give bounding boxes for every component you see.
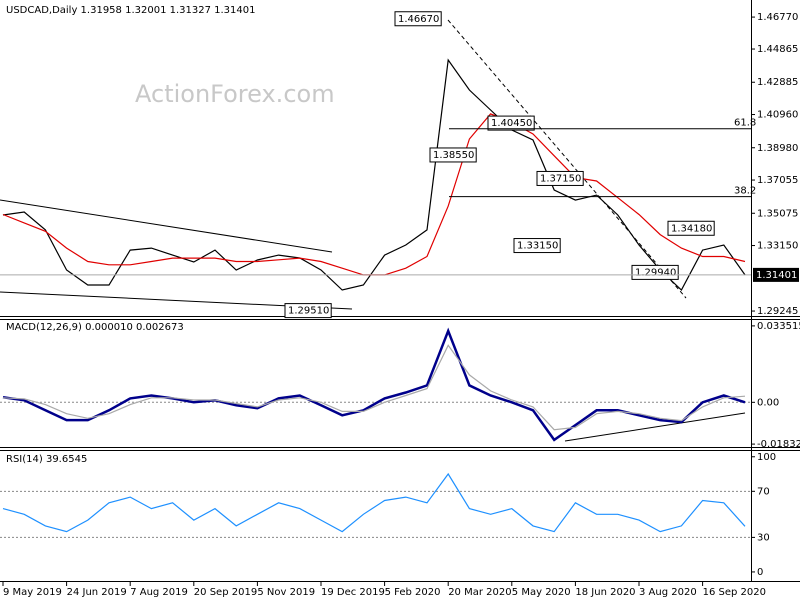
watermark: ActionForex.com [135,80,335,108]
x-tick-label: 20 Sep 2019 [194,587,257,598]
x-tick-label: 19 Dec 2019 [321,587,385,598]
chart-title: USDCAD,Daily 1.31958 1.32001 1.31327 1.3… [6,5,256,16]
annotation-box [429,147,477,163]
annotation-label: 1.34180 [671,223,712,234]
last-price-tag [753,267,799,282]
x-tick-label: 18 Jun 2020 [575,587,635,598]
series-line [2,58,746,291]
macd-title: MACD(12,26,9) 0.000010 0.002673 [6,322,184,333]
y-tick-label: 1.40960 [757,110,798,121]
annotation-label: 1.29940 [635,267,676,278]
frame [0,0,800,582]
y-tick-label: 1.46770 [757,12,798,23]
x-tick-label: 9 May 2019 [3,587,62,598]
annotation-box [667,220,715,236]
annotation-label: 1.46670 [398,14,439,25]
annotation-label: 1.29510 [288,306,329,317]
x-tick-label: 24 Jun 2019 [67,587,127,598]
x-tick-label: 16 Sep 2020 [703,587,766,598]
annotation-box [631,264,679,280]
y-tick-label: 1.35075 [757,208,798,219]
annotation-box [536,170,584,186]
series-line [2,344,746,431]
y-tick-label: 1.44865 [757,44,798,55]
y-tick-label: 1.37055 [757,175,798,186]
fib-label: 61.8 [734,118,756,129]
y-tick-label: 0.033515 [757,321,800,332]
y-tick-label: 1.38980 [757,143,798,154]
annotation-label: 1.33150 [517,241,558,252]
y-tick-label: 0.00 [757,397,779,408]
annotation-label: 1.37150 [540,173,581,184]
rsi-title: RSI(14) 39.6545 [6,454,87,465]
series-line [2,327,746,442]
y-tick-label: 1.42885 [757,77,798,88]
annotation-box [513,238,561,254]
annotation-box [394,11,442,27]
x-tick-label: 5 Feb 2020 [385,587,441,598]
x-tick-label: 5 May 2020 [512,587,571,598]
annotation-label: 1.38550 [433,150,474,161]
y-tick-label: 100 [757,452,776,463]
series-line [2,472,746,533]
x-tick-label: 3 Aug 2020 [639,587,697,598]
x-tick-label: 5 Nov 2019 [257,587,315,598]
x-tick-label: 7 Aug 2019 [130,587,188,598]
last-price-label: 1.31401 [756,270,797,281]
annotation-box [284,303,332,319]
y-tick-label: 1.33150 [757,241,798,252]
fib-label: 38.2 [734,186,756,197]
annotation-box [487,115,535,131]
y-tick-label: 70 [757,486,770,497]
y-tick-label: 0 [757,567,763,578]
y-tick-label: 1.29245 [757,306,798,317]
y-tick-label: 30 [757,532,770,543]
annotation-label: 1.40450 [491,118,532,129]
x-tick-label: 20 Mar 2020 [448,587,511,598]
y-tick-label: -0.018324 [757,439,800,450]
